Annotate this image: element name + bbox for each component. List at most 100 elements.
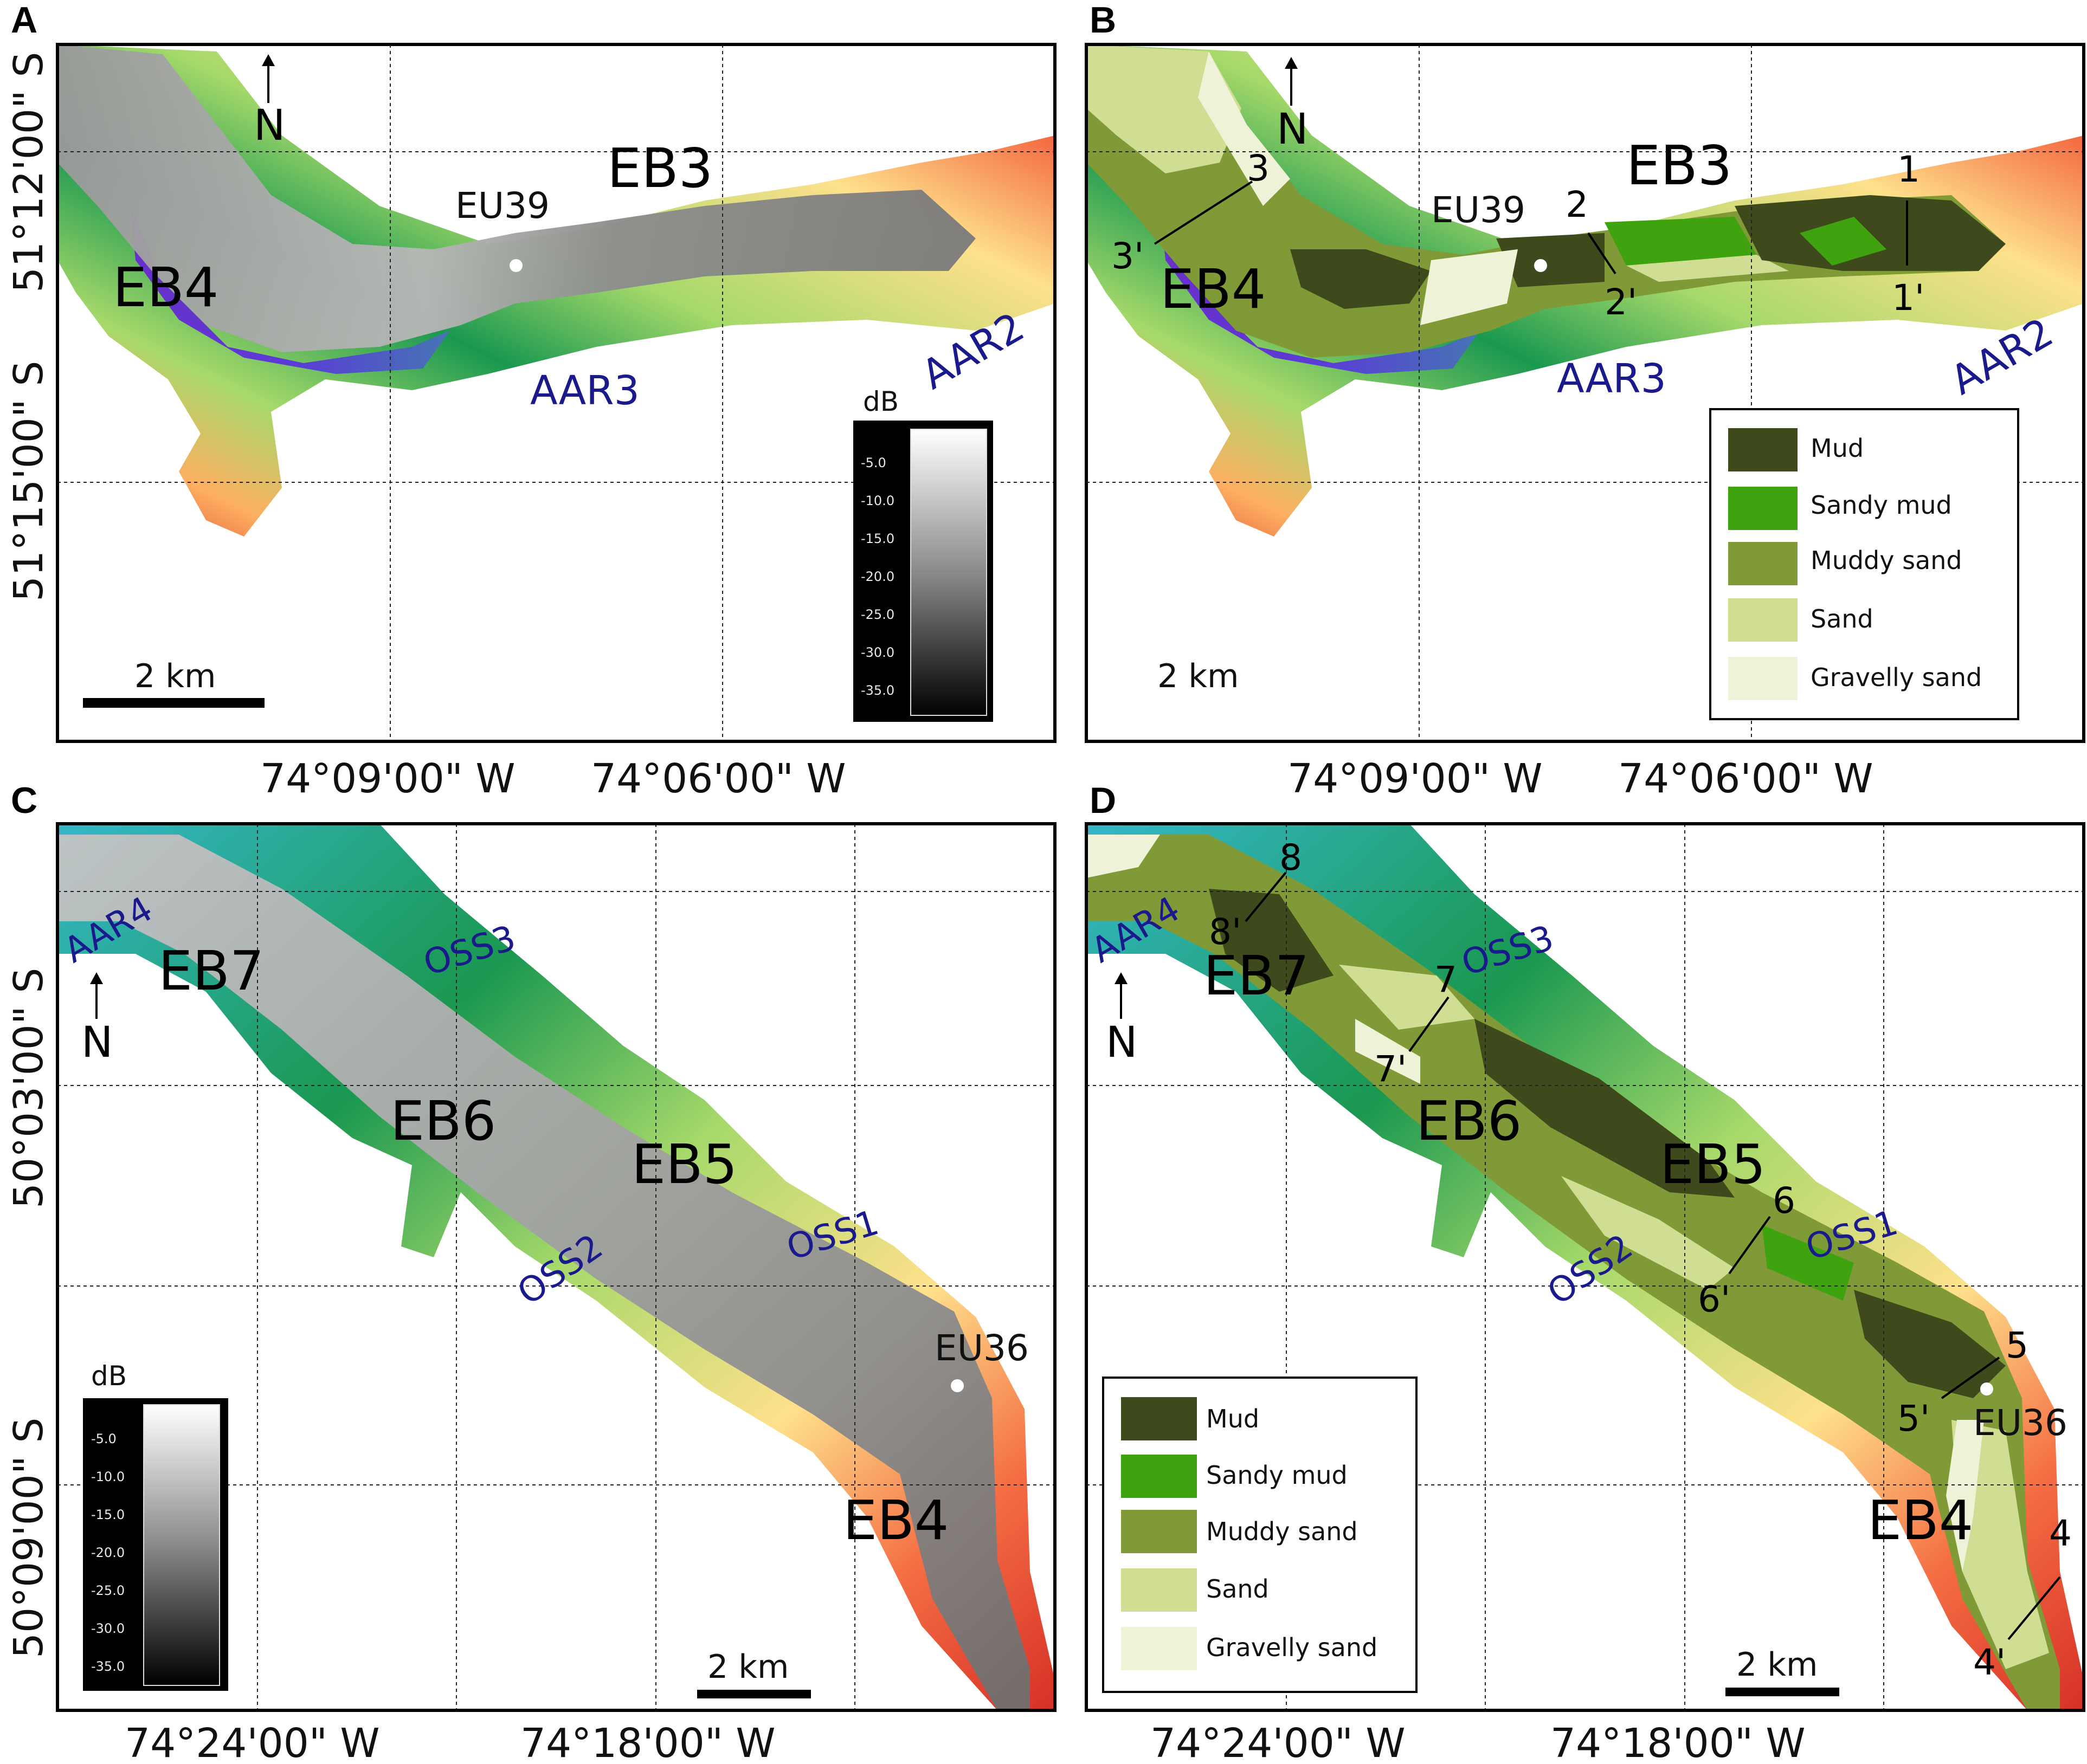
- lon-label-a-1: 74°09'00" W: [260, 755, 516, 802]
- lon-label-c-1: 74°24'00" W: [125, 1720, 380, 1764]
- station-marker-d: [1980, 1382, 1993, 1395]
- station-label-c: EU36: [935, 1327, 1029, 1369]
- svg-text:-5.0: -5.0: [861, 455, 886, 470]
- facies-sand-b: [1086, 44, 1241, 173]
- facies-sandy-mud-b-east: [1800, 217, 1886, 266]
- panel-c: C 50°03'00" S 50°09'00" S 74°24'00" W 74…: [5, 780, 1057, 1764]
- basin-label-eb5-c: EB5: [632, 1133, 737, 1196]
- transect-6-d: 6 6': [1698, 1180, 1795, 1320]
- svg-text:-35.0: -35.0: [91, 1659, 125, 1674]
- colorbar-title-a: dB: [863, 386, 899, 417]
- basin-label-eb3-a: EB3: [607, 137, 713, 200]
- svg-text:-25.0: -25.0: [91, 1583, 125, 1598]
- legend-item-sandy-mud-d: Sandy mud: [1121, 1455, 1348, 1498]
- svg-text:-15.0: -15.0: [861, 531, 894, 546]
- colorbar-c: dB -5.0 -10.0 -15.0 -20.0 -25.0 -30.0 -3…: [83, 1360, 228, 1691]
- svg-text:N: N: [81, 1018, 113, 1067]
- legend-b: Mud Sandy mud Muddy sand Sand Gravelly s…: [1709, 408, 2019, 720]
- legend-item-mud-b: Mud: [1728, 428, 1864, 471]
- svg-text:5: 5: [2006, 1324, 2028, 1366]
- basin-label-eb4-d: EB4: [1867, 1489, 1973, 1552]
- svg-text:2: 2: [1566, 184, 1588, 225]
- svg-text:2 km: 2 km: [134, 657, 216, 695]
- svg-text:7: 7: [1434, 959, 1457, 1000]
- svg-text:4': 4': [1973, 1642, 2006, 1683]
- lon-label-d-1: 74°24'00" W: [1150, 1720, 1406, 1764]
- panel-letter-d: D: [1090, 780, 1116, 821]
- transect-4-d: 4 4': [1973, 1513, 2072, 1683]
- panel-d-frame: [1085, 822, 2085, 1712]
- basin-label-eb4-c: EB4: [843, 1489, 949, 1552]
- backscatter-mosaic-c: [57, 835, 1030, 1710]
- basin-label-eb4-b: EB4: [1160, 257, 1266, 321]
- svg-text:6: 6: [1773, 1180, 1795, 1222]
- scale-bar-d: 2 km: [1725, 1646, 1839, 1696]
- svg-text:1: 1: [1897, 148, 1920, 190]
- panel-b-frame: [1085, 43, 2085, 743]
- legend-item-muddy-sand-d: Muddy sand: [1121, 1510, 1358, 1553]
- svg-text:2 km: 2 km: [707, 1648, 789, 1686]
- legend-item-gravelly-sand-b: Gravelly sand: [1728, 657, 1982, 700]
- transect-2-b: 2 2': [1566, 184, 1637, 323]
- station-label-d: EU36: [1973, 1402, 2067, 1444]
- grid-c: [57, 824, 1055, 1710]
- facies-mud-d-nw: [1209, 889, 1334, 992]
- transect-7-d: 7 7': [1374, 959, 1457, 1090]
- legend-item-sand-b: Sand: [1728, 598, 1873, 642]
- svg-text:-30.0: -30.0: [861, 645, 894, 660]
- lon-label-b-1: 74°09'00" W: [1287, 755, 1543, 802]
- basin-label-eb3-b: EB3: [1626, 134, 1732, 197]
- facies-sand-d-2: [1561, 1176, 1735, 1290]
- facies-muddy-sand-d: [1086, 835, 2060, 1710]
- svg-text:Sand: Sand: [1811, 604, 1873, 634]
- basin-label-eb5-d: EB5: [1660, 1133, 1766, 1196]
- station-marker-c: [951, 1379, 964, 1392]
- facies-sandy-mud-d: [1762, 1225, 1854, 1301]
- transect-5-d: 5 5': [1897, 1324, 2028, 1439]
- svg-text:-30.0: -30.0: [91, 1621, 125, 1636]
- svg-text:8': 8': [1209, 911, 1241, 953]
- facies-sandy-mud-b: [1605, 217, 1756, 266]
- svg-text:-25.0: -25.0: [861, 607, 894, 622]
- colorbar-title-c: dB: [91, 1360, 127, 1392]
- svg-text:Gravelly sand: Gravelly sand: [1206, 1633, 1377, 1662]
- station-marker-b: [1534, 259, 1547, 272]
- fjord-label-aar3-a: AAR3: [530, 367, 640, 414]
- svg-text:-20.0: -20.0: [91, 1545, 125, 1560]
- panel-a: A 51°12'00" S 51°15'00" S 74°09'00" W 74…: [5, 0, 1057, 802]
- basin-label-eb7-d: EB7: [1203, 944, 1309, 1007]
- svg-text:-20.0: -20.0: [861, 569, 894, 584]
- scale-bar-a: 2 km: [83, 657, 265, 708]
- lat-label-a-1: 51°12'00" S: [5, 52, 52, 293]
- lat-label-c-2: 50°09'00" S: [5, 1418, 52, 1658]
- lon-label-b-2: 74°06'00" W: [1618, 755, 1873, 802]
- lon-label-d-2: 74°18'00" W: [1550, 1720, 1806, 1764]
- colorbar-a: dB -5.0 -10.0 -15.0 -20.0 -25.0 -30.0 -3…: [853, 386, 993, 722]
- svg-text:5': 5': [1897, 1398, 1930, 1439]
- north-arrow-c: N: [81, 972, 113, 1067]
- grid-a: [57, 44, 1055, 741]
- lon-label-c-2: 74°18'00" W: [520, 1720, 776, 1764]
- svg-text:-10.0: -10.0: [861, 493, 894, 508]
- facies-gravelly-sand-d-se: [1946, 1420, 1984, 1572]
- panel-b: B EB3 EB4 EU39 AAR3 AAR2 1 1' 2 2' 3 3' …: [1085, 0, 2085, 802]
- scale-label-b: 2 km: [1157, 657, 1239, 695]
- svg-text:-15.0: -15.0: [91, 1507, 125, 1522]
- legend-item-gravelly-sand-d: Gravelly sand: [1121, 1627, 1377, 1670]
- transect-3-b: 3 3': [1111, 147, 1270, 277]
- svg-text:N: N: [1106, 1018, 1137, 1067]
- svg-text:N: N: [254, 101, 285, 150]
- station-label-b: EU39: [1431, 189, 1525, 231]
- facies-sand-b-2: [1626, 255, 1789, 282]
- svg-text:Muddy sand: Muddy sand: [1206, 1517, 1358, 1546]
- legend-item-sandy-mud-b: Sandy mud: [1728, 487, 1952, 530]
- svg-text:Muddy sand: Muddy sand: [1811, 546, 1962, 575]
- basin-label-eb6-d: EB6: [1416, 1089, 1522, 1153]
- north-arrow-a: N: [254, 54, 285, 150]
- svg-text:7': 7': [1374, 1048, 1407, 1090]
- lat-label-a-2: 51°15'00" S: [5, 361, 52, 602]
- svg-text:Sandy mud: Sandy mud: [1206, 1461, 1348, 1490]
- basin-label-eb4-a: EB4: [113, 256, 218, 319]
- lon-label-a-2: 74°06'00" W: [591, 755, 846, 802]
